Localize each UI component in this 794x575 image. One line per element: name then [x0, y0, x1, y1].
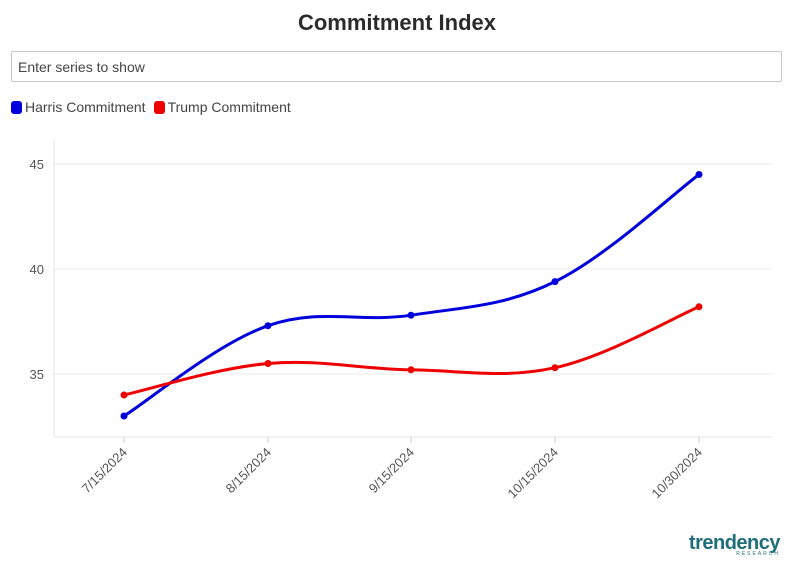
data-point-trump: [551, 364, 559, 372]
chart-title: Commitment Index: [297, 10, 497, 35]
data-point-harris: [407, 311, 415, 319]
x-tick-label: 7/15/2024: [79, 445, 131, 497]
data-point-trump: [120, 391, 128, 399]
data-point-harris: [264, 322, 272, 330]
series-line-trump: [122, 305, 701, 397]
y-tick-label: 35: [30, 367, 44, 382]
legend-swatch-trump: [153, 100, 165, 114]
x-tick-label: 9/15/2024: [366, 445, 418, 497]
data-point-harris: [551, 278, 559, 286]
data-point-trump: [695, 303, 703, 311]
line-chart: 35 40 45 7/15/2024 8/15/2024 9/15/2024 10/15/2…: [30, 140, 772, 502]
legend-swatch-harris: [11, 100, 22, 114]
data-point-trump: [407, 366, 415, 374]
data-point-harris: [695, 171, 703, 178]
y-tick-label: 40: [30, 262, 44, 277]
legend-label-harris: Harris Commitment: [25, 99, 146, 115]
legend-item-trump[interactable]: Trump Commitment: [153, 99, 291, 115]
y-tick-label: 45: [30, 157, 44, 172]
legend-label-trump: Trump Commitment: [167, 99, 291, 115]
trendency-logo-sub: RESEARCH: [736, 551, 780, 557]
series-search-input[interactable]: [11, 51, 782, 82]
data-point-trump: [264, 360, 272, 367]
legend-item-harris[interactable]: Harris Commitment: [11, 99, 146, 115]
data-point-harris: [120, 412, 128, 420]
x-tick-label: 10/15/2024: [504, 445, 561, 502]
x-tick-label: 10/30/2024: [648, 445, 705, 502]
series-line-harris: [122, 173, 701, 418]
x-tick-label: 8/15/2024: [223, 445, 275, 497]
trendency-logo: trendency: [688, 532, 781, 554]
legend: Harris Commitment Trump Commitment: [11, 99, 291, 115]
